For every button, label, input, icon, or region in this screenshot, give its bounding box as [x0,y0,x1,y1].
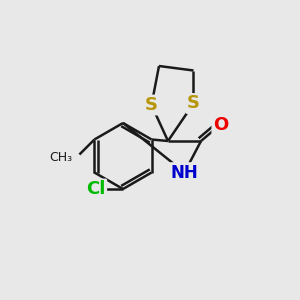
Text: CH₃: CH₃ [50,151,73,164]
Text: O: O [213,116,228,134]
Text: S: S [187,94,200,112]
Text: Cl: Cl [86,180,106,198]
Text: NH: NH [171,164,198,181]
Text: S: S [145,96,158,114]
